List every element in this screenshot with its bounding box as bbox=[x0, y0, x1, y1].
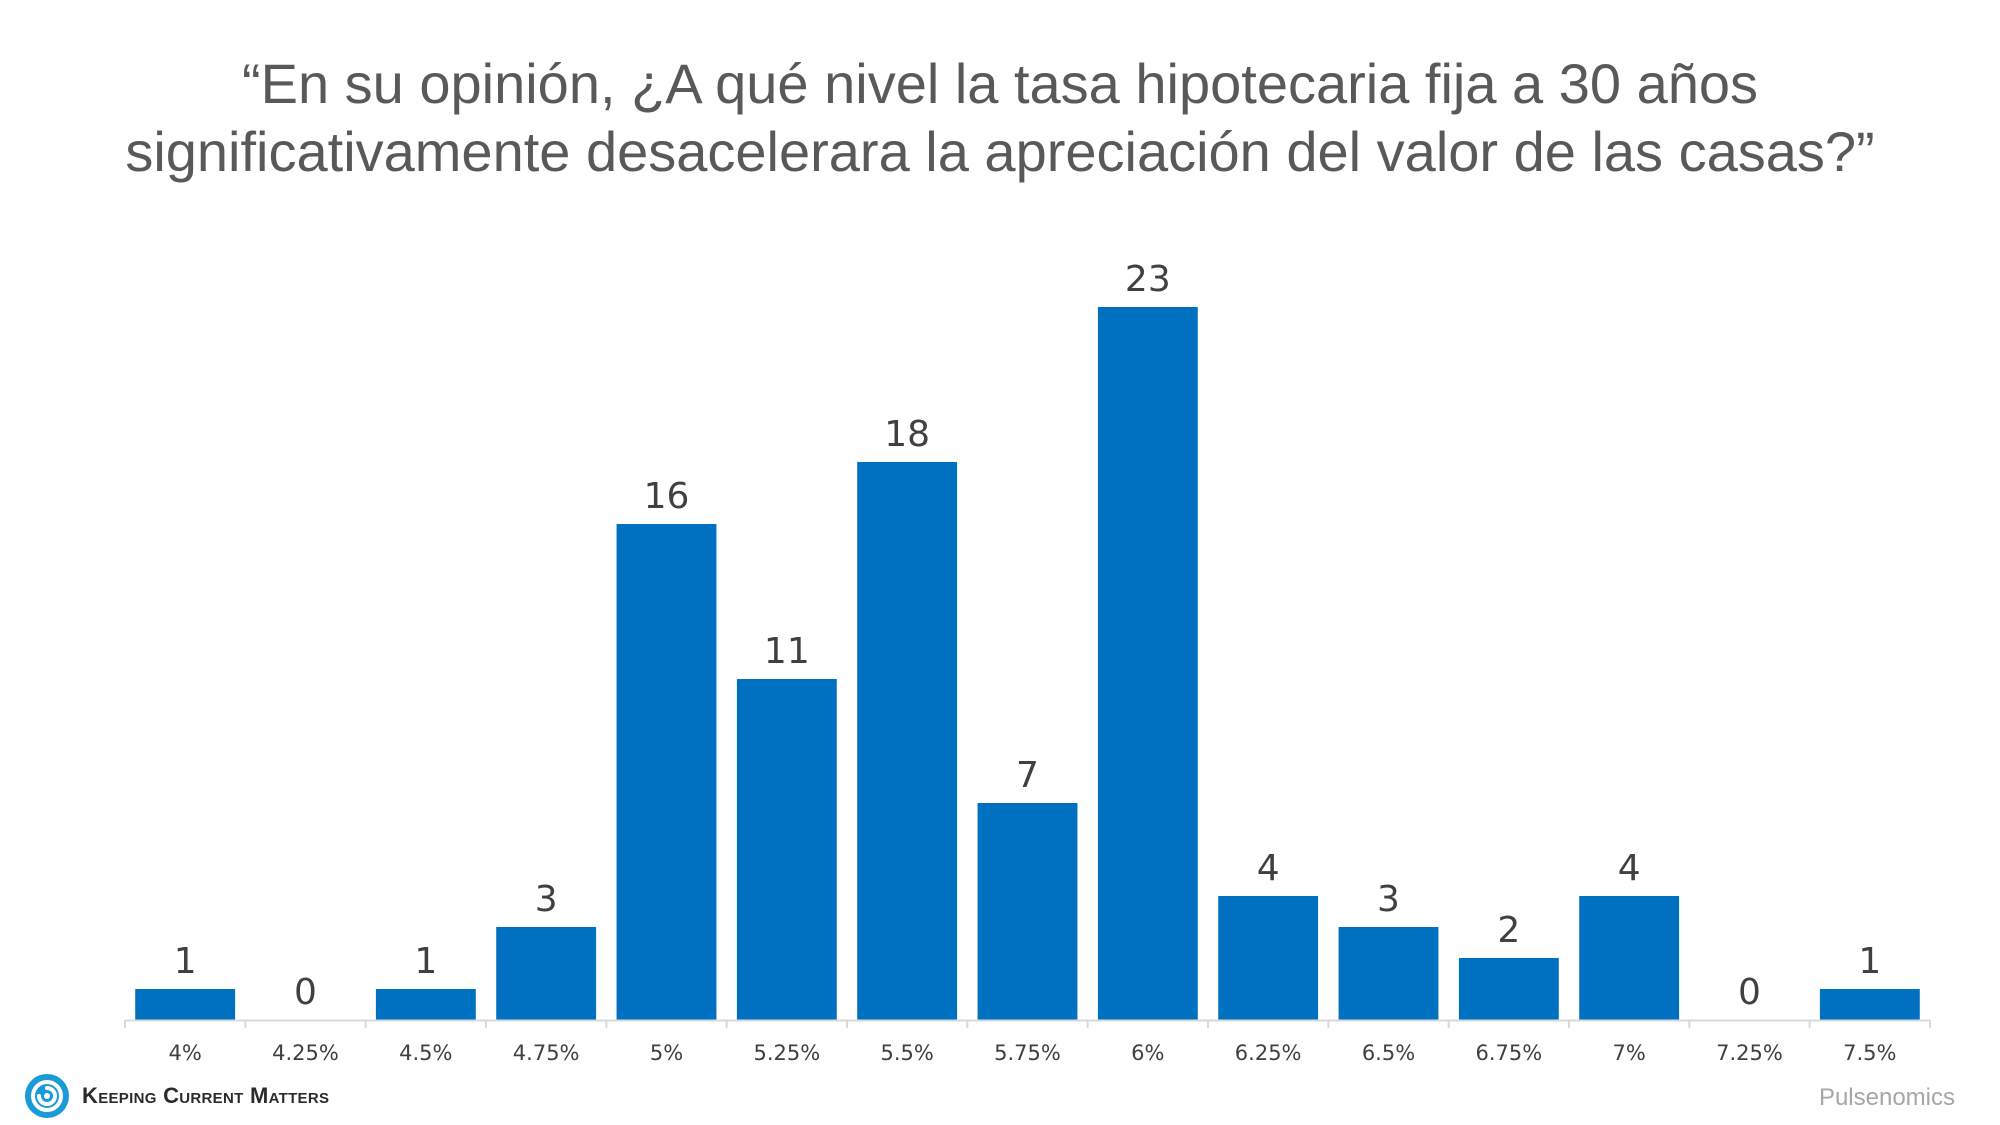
category-label: 5.75% bbox=[994, 1041, 1061, 1065]
bar-5.25% bbox=[736, 679, 837, 1020]
category-label: 5% bbox=[650, 1041, 683, 1065]
category-label: 7.25% bbox=[1716, 1041, 1783, 1065]
bar-6.5% bbox=[1338, 927, 1439, 1020]
value-label: 3 bbox=[535, 879, 558, 920]
source-label: Pulsenomics bbox=[1818, 1084, 1955, 1111]
logo-text: Keeping Current Matters bbox=[82, 1083, 330, 1108]
value-label: 1 bbox=[1858, 941, 1881, 982]
category-labels-group: 4% 4.25% 4.5% 4.75% 5% 5.25% 5.5% 5.75% 6% 6.25% 6… bbox=[169, 1041, 1897, 1065]
keeping-current-matters-logo: Keeping Current Matters bbox=[24, 1071, 329, 1121]
value-label: 4 bbox=[1618, 848, 1641, 889]
category-label: 6.75% bbox=[1475, 1041, 1542, 1065]
chart-title-line-2: significativamente desacelerara la aprec… bbox=[125, 120, 1875, 183]
category-label: 6.25% bbox=[1235, 1041, 1302, 1065]
category-label: 4% bbox=[169, 1041, 202, 1065]
bar-5.75% bbox=[977, 803, 1078, 1020]
category-label: 4.25% bbox=[272, 1041, 339, 1065]
bar-4.5% bbox=[375, 989, 476, 1020]
value-label: 0 bbox=[294, 972, 317, 1013]
value-label: 11 bbox=[764, 631, 810, 672]
chart-title: “En su opinión, ¿A qué nivel la tasa hip… bbox=[0, 50, 2000, 186]
value-label: 4 bbox=[1257, 848, 1280, 889]
bar-7% bbox=[1579, 896, 1680, 1020]
category-label: 4.75% bbox=[513, 1041, 580, 1065]
bar-6% bbox=[1097, 307, 1198, 1020]
category-label: 6% bbox=[1131, 1041, 1164, 1065]
bar-4% bbox=[135, 989, 236, 1020]
bar-4.75% bbox=[496, 927, 597, 1020]
value-label: 1 bbox=[174, 941, 197, 982]
value-label: 3 bbox=[1377, 879, 1400, 920]
bar-7.5% bbox=[1819, 989, 1920, 1020]
category-label: 7% bbox=[1613, 1041, 1646, 1065]
category-label: 5.5% bbox=[880, 1041, 933, 1065]
chart-title-line-1: “En su opinión, ¿A qué nivel la tasa hip… bbox=[241, 52, 1759, 115]
value-label: 16 bbox=[644, 476, 690, 517]
bar-6.25% bbox=[1218, 896, 1319, 1020]
value-label: 1 bbox=[414, 941, 437, 982]
category-label: 4.5% bbox=[399, 1041, 452, 1065]
category-label: 5.25% bbox=[753, 1041, 820, 1065]
bar-6.75% bbox=[1458, 958, 1559, 1020]
category-label: 7.5% bbox=[1843, 1041, 1896, 1065]
value-label: 18 bbox=[884, 414, 930, 455]
kcm-swirl-logo-icon bbox=[25, 1074, 69, 1118]
category-label: 6.5% bbox=[1362, 1041, 1415, 1065]
value-label: 23 bbox=[1125, 259, 1171, 300]
value-labels-group: 1 0 1 3 16 11 18 7 23 4 3 2 4 0 1 bbox=[174, 259, 1882, 1013]
value-label: 0 bbox=[1738, 972, 1761, 1013]
bar-5% bbox=[616, 524, 717, 1020]
value-label: 2 bbox=[1497, 910, 1520, 951]
x-axis-ticks-group bbox=[124, 1020, 1931, 1028]
bars-group bbox=[135, 307, 1920, 1020]
bar-5.5% bbox=[857, 462, 958, 1020]
value-label: 7 bbox=[1016, 755, 1039, 796]
